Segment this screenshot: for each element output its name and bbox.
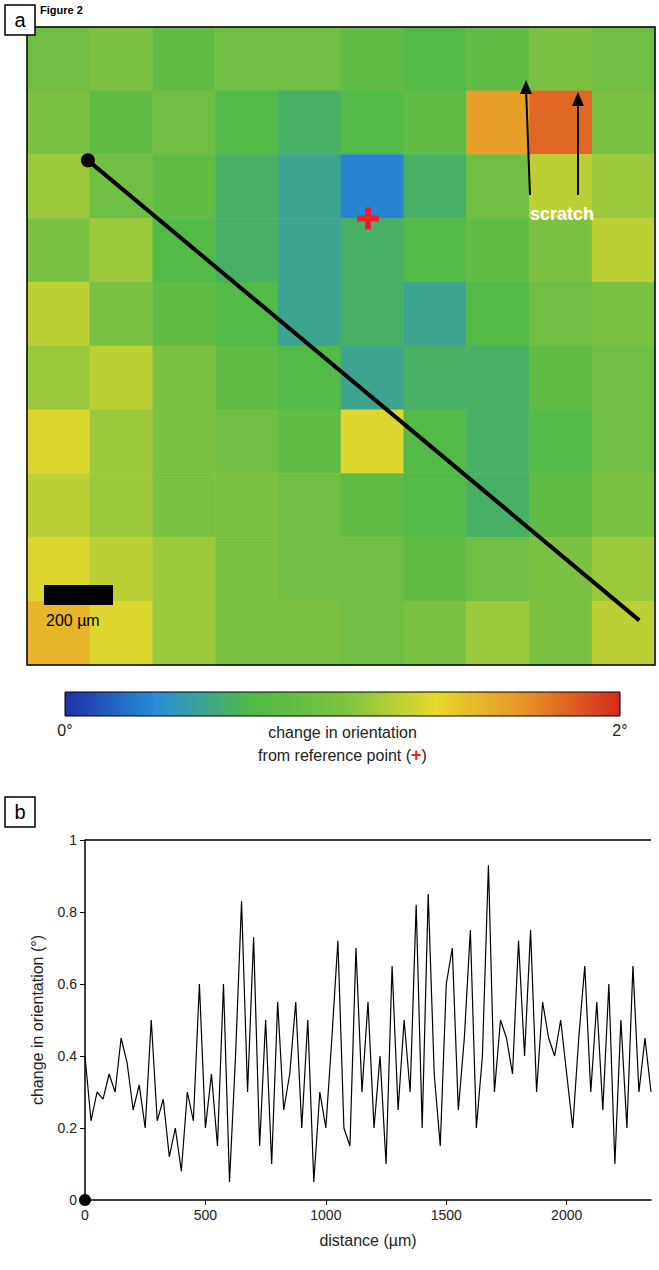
svg-text:b: b	[14, 801, 25, 823]
svg-text:0.6: 0.6	[58, 976, 78, 992]
svg-text:2000: 2000	[551, 1207, 582, 1223]
svg-text:500: 500	[194, 1207, 218, 1223]
svg-text:0°: 0°	[57, 722, 72, 739]
svg-text:1500: 1500	[431, 1207, 462, 1223]
svg-text:0.8: 0.8	[58, 904, 78, 920]
svg-text:distance (µm): distance (µm)	[319, 1232, 416, 1249]
svg-text:change in orientation: change in orientation	[268, 724, 417, 741]
svg-text:1: 1	[69, 832, 77, 848]
svg-text:1000: 1000	[310, 1207, 341, 1223]
svg-text:from reference point (: from reference point (	[258, 747, 412, 764]
svg-text:+: +	[411, 745, 422, 765]
svg-text:a: a	[14, 9, 26, 31]
svg-text:change in orientation (°): change in orientation (°)	[29, 935, 46, 1105]
svg-text:): )	[422, 747, 427, 764]
svg-text:0: 0	[69, 1192, 77, 1208]
svg-text:Figure 2: Figure 2	[40, 4, 83, 16]
svg-text:0.2: 0.2	[58, 1120, 78, 1136]
svg-text:200 µm: 200 µm	[46, 612, 100, 629]
svg-text:2°: 2°	[612, 722, 627, 739]
svg-text:0: 0	[81, 1207, 89, 1223]
svg-text:scratch: scratch	[530, 204, 594, 224]
svg-text:0.4: 0.4	[58, 1048, 78, 1064]
